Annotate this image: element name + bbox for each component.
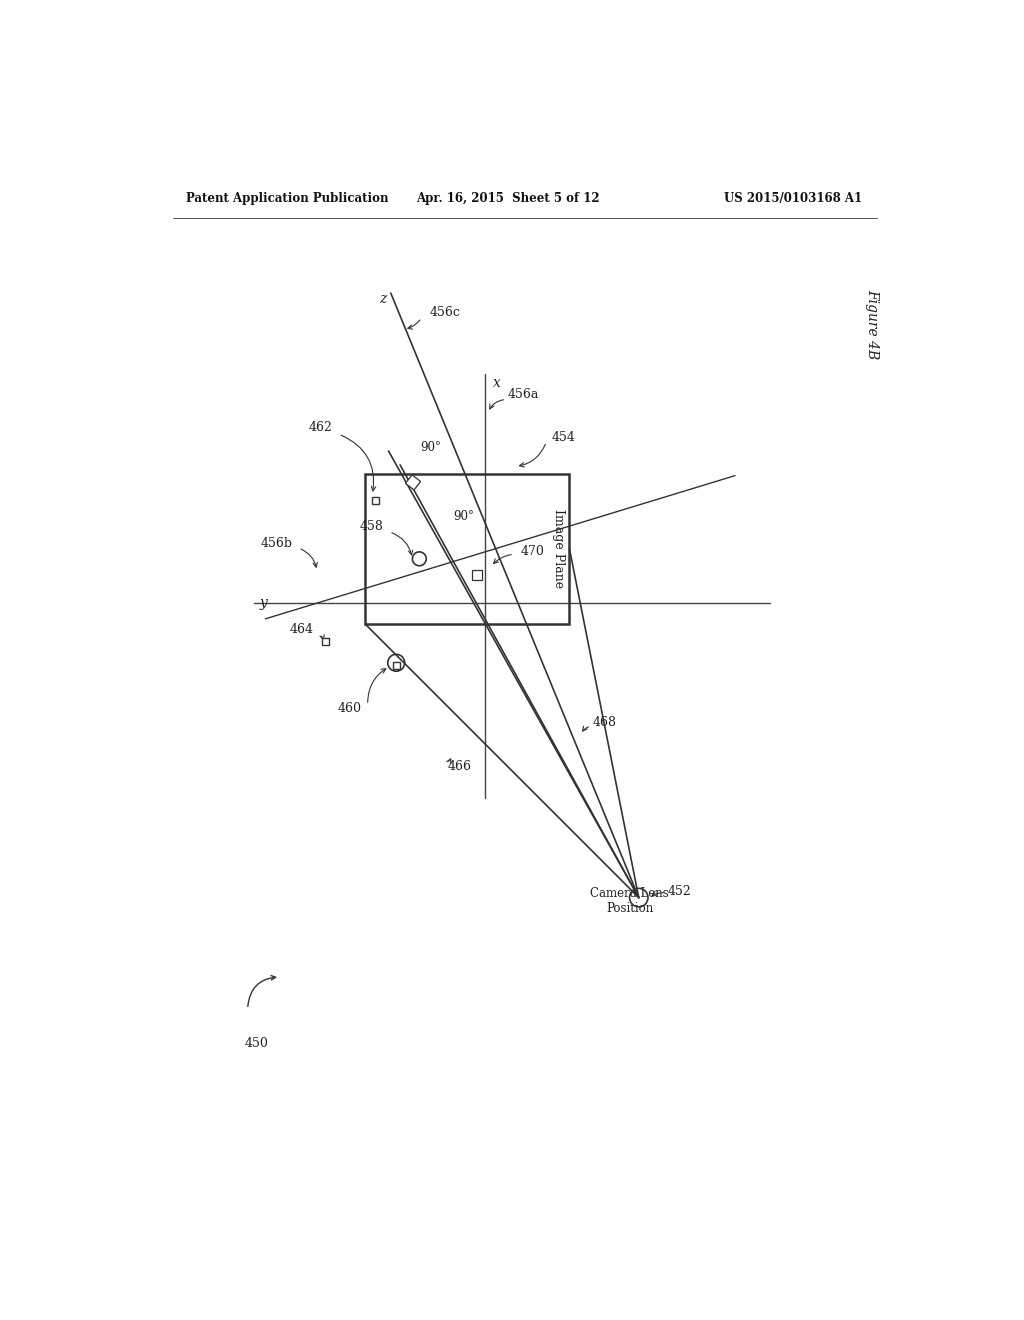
Text: z: z [380, 292, 387, 306]
Bar [366, 474, 569, 624]
Text: 470: 470 [520, 545, 544, 557]
Text: Apr. 16, 2015  Sheet 5 of 12: Apr. 16, 2015 Sheet 5 of 12 [416, 191, 600, 205]
Bar [393, 661, 399, 668]
Text: 454: 454 [552, 430, 575, 444]
Text: 456c: 456c [429, 306, 460, 319]
Text: 452: 452 [668, 884, 692, 898]
Bar [472, 570, 481, 581]
Text: 466: 466 [447, 760, 472, 774]
Text: Image Plane: Image Plane [552, 510, 565, 589]
Text: Patent Application Publication: Patent Application Publication [186, 191, 388, 205]
Text: y: y [259, 597, 267, 610]
Text: 460: 460 [338, 702, 361, 715]
Text: 450: 450 [245, 1038, 268, 1051]
Bar [406, 475, 421, 490]
Text: US 2015/0103168 A1: US 2015/0103168 A1 [724, 191, 862, 205]
Bar [322, 639, 329, 645]
FancyArrowPatch shape [248, 975, 275, 1006]
Text: 464: 464 [290, 623, 313, 636]
Text: 456b: 456b [260, 537, 292, 550]
Bar [372, 496, 379, 504]
Text: Figure 4B: Figure 4B [865, 289, 879, 359]
Text: 468: 468 [593, 715, 616, 729]
Text: 90°: 90° [421, 441, 441, 454]
Text: 458: 458 [359, 520, 383, 533]
Text: Camera Lens
Position: Camera Lens Position [590, 887, 669, 915]
Text: x: x [493, 376, 501, 391]
Text: 462: 462 [308, 421, 333, 434]
Text: 456a: 456a [508, 388, 540, 401]
Text: 90°: 90° [454, 510, 474, 523]
